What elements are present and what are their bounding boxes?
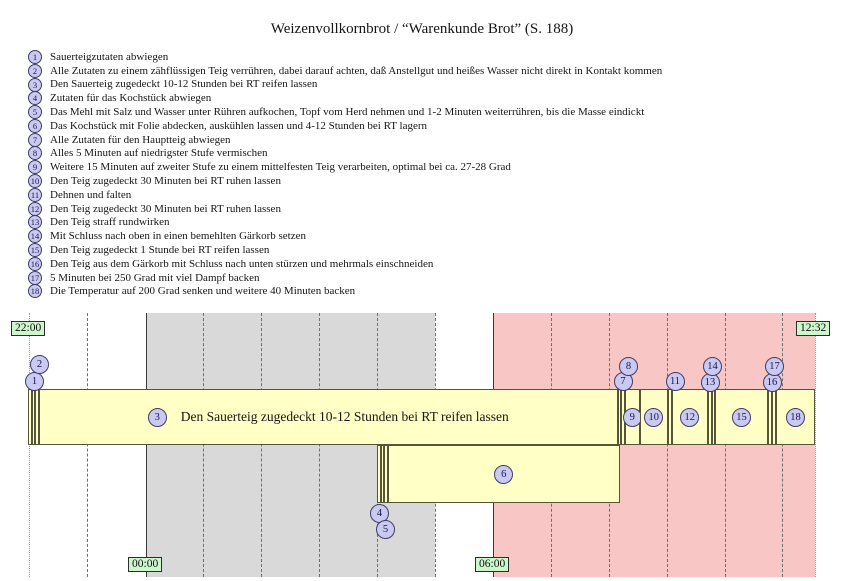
list-item: 14 Mit Schluss nach oben in einen bemehlt… <box>28 229 662 244</box>
time-label-morning: 06:00 <box>475 557 510 572</box>
step-text: Alle Zutaten zu einem zähflüssigen Teig … <box>50 64 663 77</box>
list-item: 17 5 Minuten bei 250 Grad mit viel Dampf … <box>28 270 662 285</box>
gridline-hour <box>87 313 88 577</box>
bar-step-3-label: Den Sauerteig zugedeckt 10-12 Stunden be… <box>180 409 509 424</box>
list-item: 1 Sauerteigzutaten abwiegen <box>28 49 662 64</box>
bar-step-3-content: 3 Den Sauerteig zugedeckt 10-12 Stunden … <box>147 407 509 427</box>
list-item: 6 Das Kochstück mit Folie abdecken, auskü… <box>28 118 662 133</box>
bar-step-12: 12 <box>671 389 708 445</box>
bar-step-10: 10 <box>639 389 668 445</box>
gridline-hour <box>319 313 320 577</box>
step-number-badge: 5 <box>28 105 42 120</box>
bar-step-18: 18 <box>776 389 815 445</box>
step-number-badge: 4 <box>28 91 42 106</box>
step-number-badge: 3 <box>147 407 167 427</box>
step-text: Den Sauerteig zugedeckt 10-12 Stunden be… <box>50 78 318 91</box>
list-item: 3 Den Sauerteig zugedeckt 10-12 Stunden b… <box>28 77 662 92</box>
step-number-badge: 13 <box>28 215 42 230</box>
step-number-badge: 3 <box>28 77 42 92</box>
list-item: 7 Alle Zutaten für den Hauptteig abwiegen <box>28 132 662 147</box>
gridline-hour <box>261 313 262 577</box>
time-label-midnight: 00:00 <box>128 557 163 572</box>
gridline-hour <box>667 313 668 577</box>
step-number-badge: 18 <box>28 284 42 299</box>
step-text: Dehnen und falten <box>50 188 132 201</box>
step-number-badge: 12 <box>680 407 700 427</box>
step-text: Das Kochstück mit Folie abdecken, ausküh… <box>50 119 428 132</box>
step-number-badge: 14 <box>703 356 722 376</box>
list-item: 5 Das Mehl mit Salz und Wasser unter Rühr… <box>28 105 662 120</box>
step-number-badge: 8 <box>28 146 42 161</box>
step-number-badge: 11 <box>28 187 42 202</box>
gridline-hour <box>782 313 783 577</box>
step-number-badge: 9 <box>28 160 42 175</box>
step-text: Die Temperatur auf 200 Grad senken und w… <box>50 285 356 298</box>
step-number-badge: 6 <box>494 464 514 484</box>
event-step-4 <box>377 445 381 503</box>
step-number-badge: 11 <box>665 371 685 391</box>
page-title: Weizenvollkornbrot / “Warenkunde Brot” (… <box>270 21 574 37</box>
event-step-5 <box>380 445 384 503</box>
step-number-badge: 2 <box>30 355 49 374</box>
step-number-badge: 10 <box>644 407 664 427</box>
step-number-badge: 7 <box>28 132 42 147</box>
step-text: Alles 5 Minuten auf niedrigster Stufe ve… <box>50 147 268 160</box>
bar-step-6-start-marker <box>384 445 388 503</box>
step-number-badge: 16 <box>28 256 42 271</box>
list-item: 2 Alle Zutaten zu einem zähflüssigen Teig… <box>28 63 663 78</box>
bar-step-6: 6 <box>387 445 620 503</box>
step-text: Alle Zutaten für den Hauptteig abwiegen <box>50 133 231 146</box>
step-number-badge: 12 <box>28 201 42 216</box>
step-text: Mit Schluss nach oben in einen bemehlten… <box>50 230 306 243</box>
gridline-midnight <box>146 313 147 577</box>
step-text: Den Teig zugedeckt 1 Stunde bei RT reife… <box>50 244 270 257</box>
step-number-badge: 15 <box>732 407 751 427</box>
step-number-badge: 4 <box>370 503 389 523</box>
list-item: 16 Den Teig aus dem Gärkorb mit Schluss n… <box>28 256 662 271</box>
list-item: 8 Alles 5 Minuten auf niedrigster Stufe v… <box>28 146 662 161</box>
step-number-badge: 17 <box>28 270 42 285</box>
list-item: 11 Dehnen und falten <box>28 187 662 202</box>
list-item: 10 Den Teig zugedeckt 30 Minuten bei RT r… <box>28 174 662 189</box>
step-number-badge: 8 <box>619 356 638 376</box>
step-number-badge: 5 <box>376 519 395 539</box>
step-number-badge: 10 <box>28 174 42 189</box>
step-text: Den Teig straff rundwirken <box>50 216 170 229</box>
list-item: 13 Den Teig straff rundwirken <box>28 215 662 230</box>
bar-step-9: 9 <box>622 389 642 445</box>
time-label-start: 22:00 <box>11 321 46 336</box>
step-text: Sauerteigzutaten abwiegen <box>50 50 169 63</box>
step-number-badge: 1 <box>25 371 44 391</box>
step-text: Zutaten für das Kochstück abwiegen <box>50 92 212 105</box>
step-number-badge: 14 <box>28 229 42 244</box>
gridline-hour <box>203 313 204 577</box>
gridline-end <box>815 313 816 577</box>
step-text: Den Teig aus dem Gärkorb mit Schluss nac… <box>50 257 434 270</box>
step-number-badge: 17 <box>765 356 784 376</box>
list-item: 9 Weitere 15 Minuten auf zweiter Stufe zu… <box>28 160 662 175</box>
gridline-start <box>29 313 30 577</box>
bar-step-15: 15 <box>715 389 768 445</box>
step-number-badge: 1 <box>28 49 42 64</box>
list-item: 4 Zutaten für das Kochstück abwiegen <box>28 91 662 106</box>
step-list: 1 Sauerteigzutaten abwiegen 2 Alle Zutaten… <box>28 49 663 299</box>
step-text: Das Mehl mit Salz und Wasser unter Rühre… <box>50 106 645 119</box>
timeline-chart: 3 Den Sauerteig zugedeckt 10-12 Stunden … <box>0 313 844 577</box>
step-number-badge: 6 <box>28 118 42 133</box>
list-item: 12 Den Teig zugedeckt 30 Minuten bei RT r… <box>28 201 662 216</box>
time-label-end: 12:32 <box>796 321 831 336</box>
gridline-hour <box>725 313 726 577</box>
step-text: 5 Minuten bei 250 Grad mit viel Dampf ba… <box>50 271 260 284</box>
step-number-badge: 15 <box>28 243 42 258</box>
step-number-badge: 2 <box>28 63 42 78</box>
step-text: Den Teig zugedeckt 30 Minuten bei RT ruh… <box>50 202 281 215</box>
list-item: 18 Die Temperatur auf 200 Grad senken und… <box>28 284 662 299</box>
step-number-badge: 18 <box>786 407 805 427</box>
step-text: Weitere 15 Minuten auf zweiter Stufe zu … <box>50 161 511 174</box>
bar-step-3: 3 Den Sauerteig zugedeckt 10-12 Stunden … <box>38 389 618 445</box>
list-item: 15 Den Teig zugedeckt 1 Stunde bei RT rei… <box>28 243 662 258</box>
step-text: Den Teig zugedeckt 30 Minuten bei RT ruh… <box>50 175 281 188</box>
